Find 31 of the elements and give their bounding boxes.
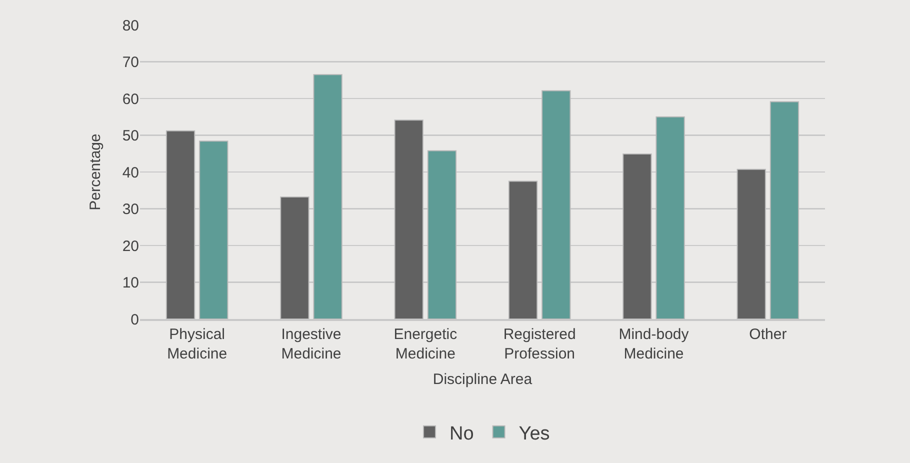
x-tick-label: Other: [749, 326, 787, 343]
bar: [622, 153, 652, 319]
y-tick-label: 0: [130, 311, 139, 328]
bar: [770, 101, 800, 319]
y-axis-title: Percentage: [87, 134, 104, 210]
bar: [542, 90, 571, 319]
bar: [508, 180, 538, 319]
bar: [394, 120, 424, 319]
bar: [199, 140, 228, 319]
x-tick-label: Ingestive Medicine: [281, 326, 342, 362]
x-tick-label: Registered Profession: [503, 326, 576, 362]
bar: [166, 130, 196, 319]
bar: [280, 196, 310, 319]
bar: [656, 116, 685, 319]
y-tick-label: 20: [122, 238, 139, 255]
y-tick-label: 30: [122, 201, 139, 218]
bar: [736, 168, 766, 319]
y-tick-label: 70: [122, 54, 139, 71]
bar: [427, 150, 457, 319]
x-tick-label: Mind-body Medicine: [618, 326, 690, 362]
y-tick-label: 80: [122, 17, 139, 34]
legend-label: No: [450, 423, 474, 444]
y-tick-label: 50: [122, 128, 139, 144]
y-tick-label: 10: [122, 274, 139, 292]
x-tick-label: Physical Medicine: [167, 326, 228, 362]
x-axis-title: Discipline Area: [432, 371, 533, 388]
y-tick-label: 60: [122, 90, 139, 108]
y-tick-label: 40: [122, 164, 139, 182]
legend-label: Yes: [518, 423, 550, 444]
bar: [313, 74, 342, 319]
x-tick-label: Energetic Medicine: [394, 326, 458, 362]
